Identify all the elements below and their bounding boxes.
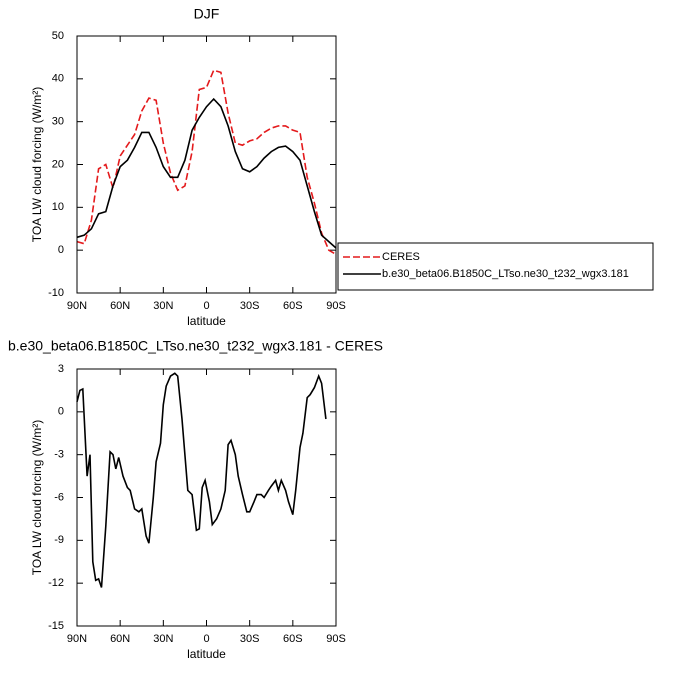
x-tick-label: 30S: [240, 633, 260, 645]
x-tick-label: 60N: [110, 300, 130, 312]
x-tick-label: 0: [203, 633, 209, 645]
legend-label: b.e30_beta06.B1850C_LTso.ne30_t232_wgx3.…: [382, 268, 629, 280]
x-tick-label: 30N: [153, 300, 173, 312]
y-tick-label: 0: [58, 406, 64, 418]
y-tick-label: 40: [52, 73, 64, 85]
x-axis-label: latitude: [187, 314, 226, 328]
chart-title: b.e30_beta06.B1850C_LTso.ne30_t232_wgx3.…: [8, 338, 383, 354]
data-line: [76, 69, 337, 256]
y-tick-label: 3: [58, 363, 64, 375]
chart-title: DJF: [194, 6, 220, 22]
plot-frame: [76, 35, 337, 294]
plot-frame: [76, 368, 337, 627]
x-axis-label: latitude: [187, 647, 226, 661]
x-tick-label: 60N: [110, 633, 130, 645]
y-tick-label: -10: [48, 287, 64, 299]
x-tick-label: 30S: [240, 300, 260, 312]
x-tick-label: 60S: [283, 633, 303, 645]
y-tick-label: -6: [54, 491, 64, 503]
x-tick-label: 90S: [326, 300, 346, 312]
y-tick-label: 20: [52, 158, 64, 170]
y-tick-label: -9: [54, 534, 64, 546]
y-tick-label: -12: [48, 577, 64, 589]
y-tick-label: 10: [52, 201, 64, 213]
x-tick-label: 90S: [326, 633, 346, 645]
legend-label: CERES: [382, 251, 420, 263]
x-tick-label: 90N: [67, 633, 87, 645]
legend-box: [337, 242, 654, 291]
y-axis-label: TOA LW cloud forcing (W/m²): [30, 87, 44, 243]
x-tick-label: 90N: [67, 300, 87, 312]
y-tick-label: -3: [54, 449, 64, 461]
y-tick-label: -15: [48, 620, 64, 632]
y-tick-label: 0: [58, 244, 64, 256]
x-tick-label: 30N: [153, 633, 173, 645]
y-tick-label: 50: [52, 30, 64, 42]
data-line: [76, 97, 337, 249]
y-axis-label: TOA LW cloud forcing (W/m²): [30, 420, 44, 576]
y-tick-label: 30: [52, 116, 64, 128]
x-tick-label: 60S: [283, 300, 303, 312]
data-line: [76, 372, 327, 588]
x-tick-label: 0: [203, 300, 209, 312]
